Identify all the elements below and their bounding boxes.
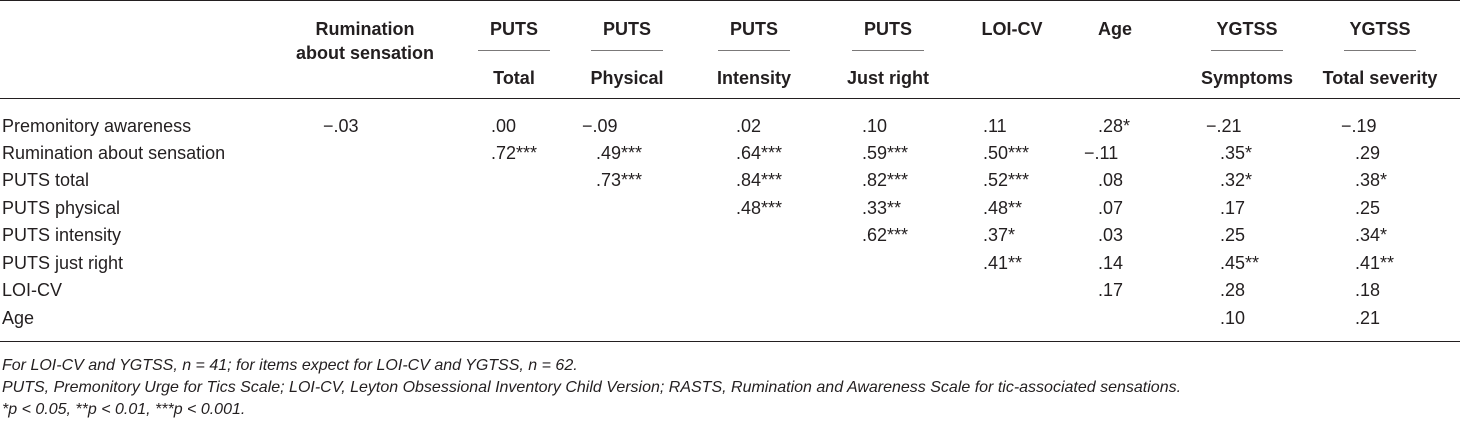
table-cell: −.03 (323, 116, 359, 136)
table-cell: .41** (983, 253, 1023, 273)
table-row: Premonitory awareness −.03 .00 −.09 .02 .10 .1… (0, 113, 1460, 140)
row-label: PUTS total (2, 170, 90, 190)
note-sample-size: For LOI-CV and YGTSS, n = 41; for items … (2, 357, 578, 374)
table-cell: .14 (1098, 253, 1124, 273)
table-header-rule (0, 98, 1460, 99)
column-header-line1: LOI-CV (981, 19, 1043, 39)
table-cell: .72*** (491, 143, 538, 163)
table-row: PUTS just right .41** .14 .45** .41** (0, 250, 1460, 277)
header-subrule (718, 50, 790, 51)
table-cell: .84*** (736, 170, 783, 190)
header-subrule (852, 50, 924, 51)
table-cell: .62*** (862, 225, 909, 245)
table-cell: .25 (1355, 198, 1381, 218)
row-label: PUTS just right (2, 253, 124, 273)
table-cell: .32* (1220, 170, 1253, 190)
table-cell: .45** (1220, 253, 1260, 273)
table-cell: .52*** (983, 170, 1030, 190)
header-subrule (1211, 50, 1283, 51)
column-header-line1: Age (1097, 19, 1132, 39)
column-header-line1: PUTS (729, 19, 778, 39)
table-row: PUTS total .73*** .84*** .82*** .52*** .08 .32… (0, 167, 1460, 194)
table-cell: .50*** (983, 143, 1030, 163)
table-cell: .49*** (596, 143, 643, 163)
table-cell: −.19 (1341, 116, 1377, 136)
row-label: Rumination about sensation (2, 143, 226, 163)
header-subrule (1344, 50, 1416, 51)
table-top-rule (0, 0, 1460, 1)
table-row: Rumination about sensation .72*** .49*** .6… (0, 140, 1460, 167)
column-header-line2: Symptoms (1200, 68, 1294, 88)
table-cell: .10 (1220, 308, 1246, 328)
table-notes: For LOI-CV and YGTSS, n = 41; for items … (2, 355, 1181, 421)
note-significance: *p < 0.05, **p < 0.01, ***p < 0.001. (2, 401, 246, 418)
column-header-line1: Rumination (315, 19, 415, 39)
table-cell: .10 (862, 116, 888, 136)
table-row: PUTS physical .48*** .33** .48** .07 .17 .25 (0, 195, 1460, 222)
table-cell: −.21 (1206, 116, 1242, 136)
table-cell: .03 (1098, 225, 1124, 245)
table-row: LOI-CV .17 .28 .18 (0, 277, 1460, 304)
table-cell: .18 (1355, 280, 1381, 300)
table-cell: .37* (983, 225, 1016, 245)
table-cell: .59*** (862, 143, 909, 163)
column-header-line2: Total severity (1322, 68, 1438, 88)
row-label: Age (2, 308, 35, 328)
column-header-line2: Intensity (716, 68, 791, 88)
table-cell: .02 (736, 116, 762, 136)
column-header-line1: YGTSS (1216, 19, 1278, 39)
row-label: PUTS intensity (2, 225, 122, 245)
table-cell: .21 (1355, 308, 1381, 328)
column-header-line2: Just right (846, 68, 929, 88)
table-cell: .82*** (862, 170, 909, 190)
table-bottom-rule (0, 341, 1460, 342)
table-cell: .33** (862, 198, 902, 218)
table-cell: .64*** (736, 143, 783, 163)
column-header-line1: PUTS (489, 19, 538, 39)
table-cell: .35* (1220, 143, 1253, 163)
table-cell: .08 (1098, 170, 1124, 190)
table-cell: .29 (1355, 143, 1381, 163)
column-header-line1: PUTS (863, 19, 912, 39)
table-cell: .17 (1098, 280, 1124, 300)
column-header-line2: Total (493, 68, 535, 88)
table-cell: .00 (491, 116, 517, 136)
table-row: Age .10 .21 (0, 305, 1460, 332)
column-header-line2: Physical (590, 68, 664, 88)
table-cell: .17 (1220, 198, 1246, 218)
table-cell: −.11 (1084, 143, 1119, 163)
column-header-line1: PUTS (602, 19, 651, 39)
header-subrule (591, 50, 663, 51)
row-label: LOI-CV (2, 280, 63, 300)
row-label: PUTS physical (2, 198, 121, 218)
row-label: Premonitory awareness (2, 116, 192, 136)
header-subrule (478, 50, 550, 51)
table-cell: .48** (983, 198, 1023, 218)
table-cell: .34* (1355, 225, 1388, 245)
table-cell: .11 (983, 116, 1007, 136)
column-header-line1: YGTSS (1349, 19, 1411, 39)
table-cell: .48*** (736, 198, 783, 218)
table-cell: .28 (1220, 280, 1246, 300)
column-header-line2: about sensation (295, 43, 434, 63)
table-cell: −.09 (582, 116, 618, 136)
table-cell: .07 (1098, 198, 1124, 218)
table-cell: .41** (1355, 253, 1395, 273)
table-row: PUTS intensity .62*** .37* .03 .25 .34* (0, 222, 1460, 249)
note-abbreviations: PUTS, Premonitory Urge for Tics Scale; L… (2, 379, 1182, 396)
table-cell: .25 (1220, 225, 1246, 245)
table-cell: .38* (1355, 170, 1388, 190)
table-cell: .28* (1098, 116, 1131, 136)
table-cell: .73*** (596, 170, 643, 190)
